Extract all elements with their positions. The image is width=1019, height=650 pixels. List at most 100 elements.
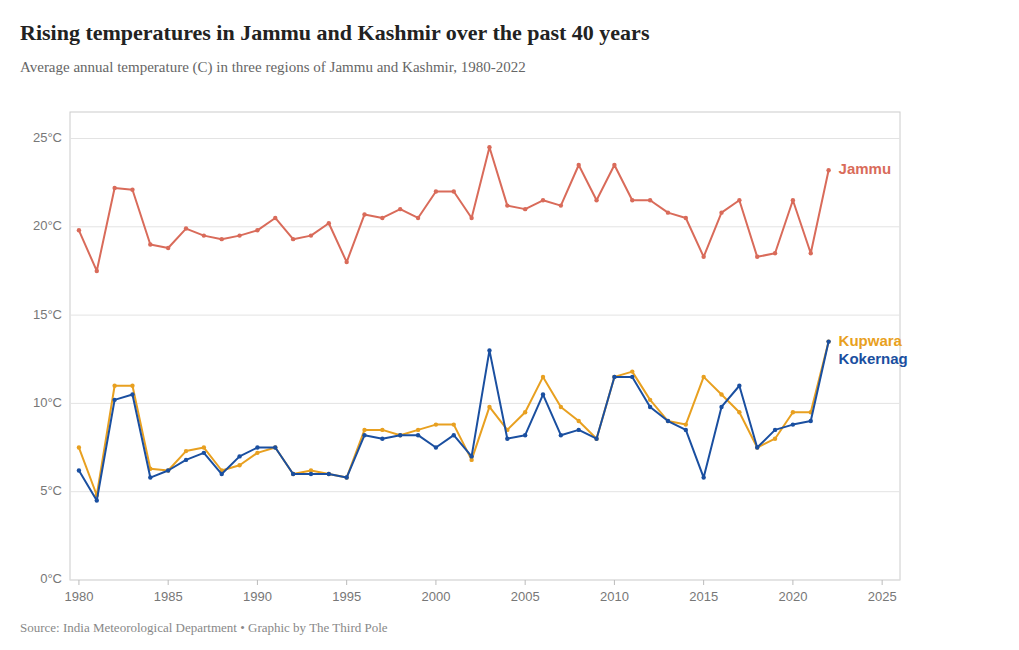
marker: [380, 216, 384, 220]
marker: [523, 410, 527, 414]
grid-line: [70, 491, 900, 492]
x-tick-label: 1990: [243, 589, 272, 604]
marker: [291, 472, 295, 476]
marker: [362, 428, 366, 432]
plot-frame: [70, 112, 900, 580]
marker: [95, 498, 99, 502]
marker: [826, 339, 830, 343]
marker: [148, 475, 152, 479]
series-label: Kokernag: [839, 350, 908, 367]
marker: [737, 410, 741, 414]
marker: [612, 375, 616, 379]
marker: [612, 375, 616, 379]
marker: [505, 437, 509, 441]
marker: [130, 392, 134, 396]
marker: [791, 410, 795, 414]
marker: [130, 384, 134, 388]
marker: [523, 207, 527, 211]
marker: [719, 210, 723, 214]
marker: [380, 437, 384, 441]
marker: [577, 163, 581, 167]
marker: [791, 422, 795, 426]
marker: [202, 233, 206, 237]
marker: [648, 398, 652, 402]
x-tick: [614, 580, 615, 585]
marker: [701, 255, 705, 259]
grid-line: [70, 138, 900, 139]
marker: [398, 207, 402, 211]
marker: [594, 437, 598, 441]
marker: [701, 475, 705, 479]
marker: [666, 419, 670, 423]
marker: [773, 428, 777, 432]
chart: Rising temperatures in Jammu and Kashmir…: [0, 0, 1019, 650]
marker: [666, 419, 670, 423]
marker: [469, 454, 473, 458]
title: Rising temperatures in Jammu and Kashmir…: [20, 20, 650, 45]
line: [79, 147, 829, 271]
marker: [77, 445, 81, 449]
marker: [344, 260, 348, 264]
marker: [541, 375, 545, 379]
marker: [612, 163, 616, 167]
marker: [327, 472, 331, 476]
marker: [452, 422, 456, 426]
marker: [559, 405, 563, 409]
marker: [291, 237, 295, 241]
marker: [309, 472, 313, 476]
marker: [826, 168, 830, 172]
marker: [362, 433, 366, 437]
x-tick: [882, 580, 883, 585]
marker: [826, 339, 830, 343]
marker: [166, 468, 170, 472]
line: [79, 342, 829, 501]
x-tick-label: 2005: [511, 589, 540, 604]
x-tick-label: 1995: [332, 589, 361, 604]
marker: [166, 246, 170, 250]
marker: [398, 433, 402, 437]
marker: [416, 428, 420, 432]
y-axis: 0°C5°C10°C15°C20°C25°C: [33, 130, 900, 587]
x-tick: [346, 580, 347, 585]
marker: [755, 255, 759, 259]
subtitle: Average annual temperature (C) in three …: [20, 59, 526, 76]
marker: [148, 242, 152, 246]
marker: [255, 451, 259, 455]
marker: [684, 216, 688, 220]
marker: [380, 428, 384, 432]
marker: [237, 454, 241, 458]
x-axis: 1980198519901995200020052010201520202025: [64, 580, 896, 604]
marker: [112, 186, 116, 190]
x-tick: [525, 580, 526, 585]
marker: [309, 233, 313, 237]
marker: [452, 189, 456, 193]
marker: [541, 198, 545, 202]
marker: [505, 203, 509, 207]
x-tick: [435, 580, 436, 585]
marker: [416, 433, 420, 437]
x-tick-label: 2025: [868, 589, 897, 604]
marker: [184, 449, 188, 453]
marker: [273, 445, 277, 449]
marker: [773, 437, 777, 441]
marker: [684, 422, 688, 426]
x-tick-label: 1980: [64, 589, 93, 604]
marker: [630, 375, 634, 379]
marker: [220, 237, 224, 241]
marker: [434, 422, 438, 426]
marker: [166, 468, 170, 472]
y-tick-label: 20°C: [33, 218, 62, 233]
grid-line: [70, 315, 900, 316]
marker: [344, 475, 348, 479]
marker: [77, 468, 81, 472]
marker: [184, 458, 188, 462]
marker: [416, 216, 420, 220]
marker: [594, 198, 598, 202]
marker: [719, 405, 723, 409]
marker: [255, 228, 259, 232]
marker: [701, 375, 705, 379]
x-tick: [792, 580, 793, 585]
series-label: Jammu: [839, 160, 892, 177]
series: [77, 145, 831, 273]
marker: [362, 212, 366, 216]
